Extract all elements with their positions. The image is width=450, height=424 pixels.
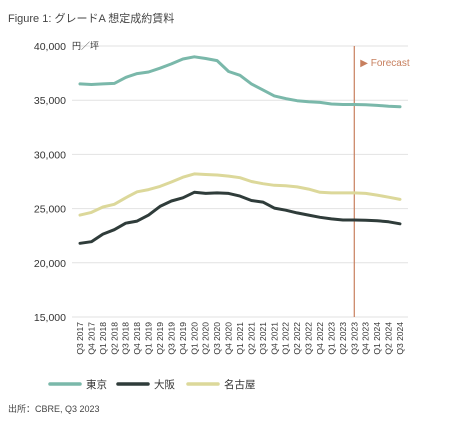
y-tick-label: 30,000 [34,149,66,161]
x-tick-label: Q2 2023 [338,322,348,355]
y-tick-label: 15,000 [34,312,66,324]
source-note: 出所：CBRE, Q3 2023 [8,403,100,414]
x-axis-ticks: Q3 2017 Q4 2017 Q1 2018 Q2 2018 Q3 2018 Q4 20… [75,322,405,355]
x-tick-label: Q4 2022 [315,322,325,355]
x-tick-label: Q1 2019 [144,322,154,355]
x-tick-label: Q2 2019 [155,322,165,355]
x-tick-label: Q1 2022 [281,322,291,355]
x-tick-label: Q3 2020 [212,322,222,355]
x-tick-label: Q1 2021 [235,322,245,355]
x-tick-label: Q3 2021 [258,322,268,355]
x-tick-label: Q4 2021 [269,322,279,355]
x-tick-label: Q2 2018 [109,322,119,355]
legend-label: 大阪 [154,378,175,391]
series-layer [78,55,402,245]
y-tick-label: 25,000 [34,204,66,216]
grid-layer [72,45,408,318]
x-tick-label: Q2 2020 [201,322,211,355]
x-tick-label: Q1 2018 [98,322,108,355]
x-tick-label: Q4 2020 [224,322,234,355]
x-tick-label: Q3 2017 [75,322,85,355]
legend-label: 東京 [86,378,107,391]
y-axis-unit-label: 円／坪 [72,41,99,51]
x-tick-label: Q3 2022 [304,322,314,355]
series-line-名古屋 [78,172,402,217]
x-tick-label: Q3 2023 [349,322,359,355]
forecast-label: ▶ Forecast [360,58,410,69]
series-line-東京 [78,55,402,109]
x-tick-label: Q1 2024 [372,322,382,355]
x-tick-label: Q4 2023 [361,322,371,355]
x-tick-label: Q2 2022 [292,322,302,355]
forecast-layer: ▶ Forecast [353,46,410,317]
series-line-大阪 [78,190,402,245]
x-tick-label: Q1 2020 [189,322,199,355]
x-tick-label: Q3 2019 [166,322,176,355]
y-axis-ticks: 15,000 20,000 25,000 30,000 35,000 40,000 [34,41,66,324]
x-tick-label: Q3 2018 [121,322,131,355]
x-tick-label: Q1 2023 [326,322,336,355]
x-tick-label: Q4 2019 [178,322,188,355]
y-tick-label: 20,000 [34,258,66,270]
x-tick-label: Q3 2024 [395,322,405,355]
x-tick-label: Q2 2021 [246,322,256,355]
x-tick-label: Q2 2024 [384,322,394,355]
x-tick-label: Q4 2017 [86,322,96,355]
x-tick-label: Q4 2018 [132,322,142,355]
legend: 東京 大阪 名古屋 [48,378,256,391]
legend-label: 名古屋 [224,378,256,391]
chart-title: Figure 1: グレードA 想定成約賃料 [8,11,174,25]
y-tick-label: 35,000 [34,95,66,107]
y-tick-label: 40,000 [34,41,66,53]
